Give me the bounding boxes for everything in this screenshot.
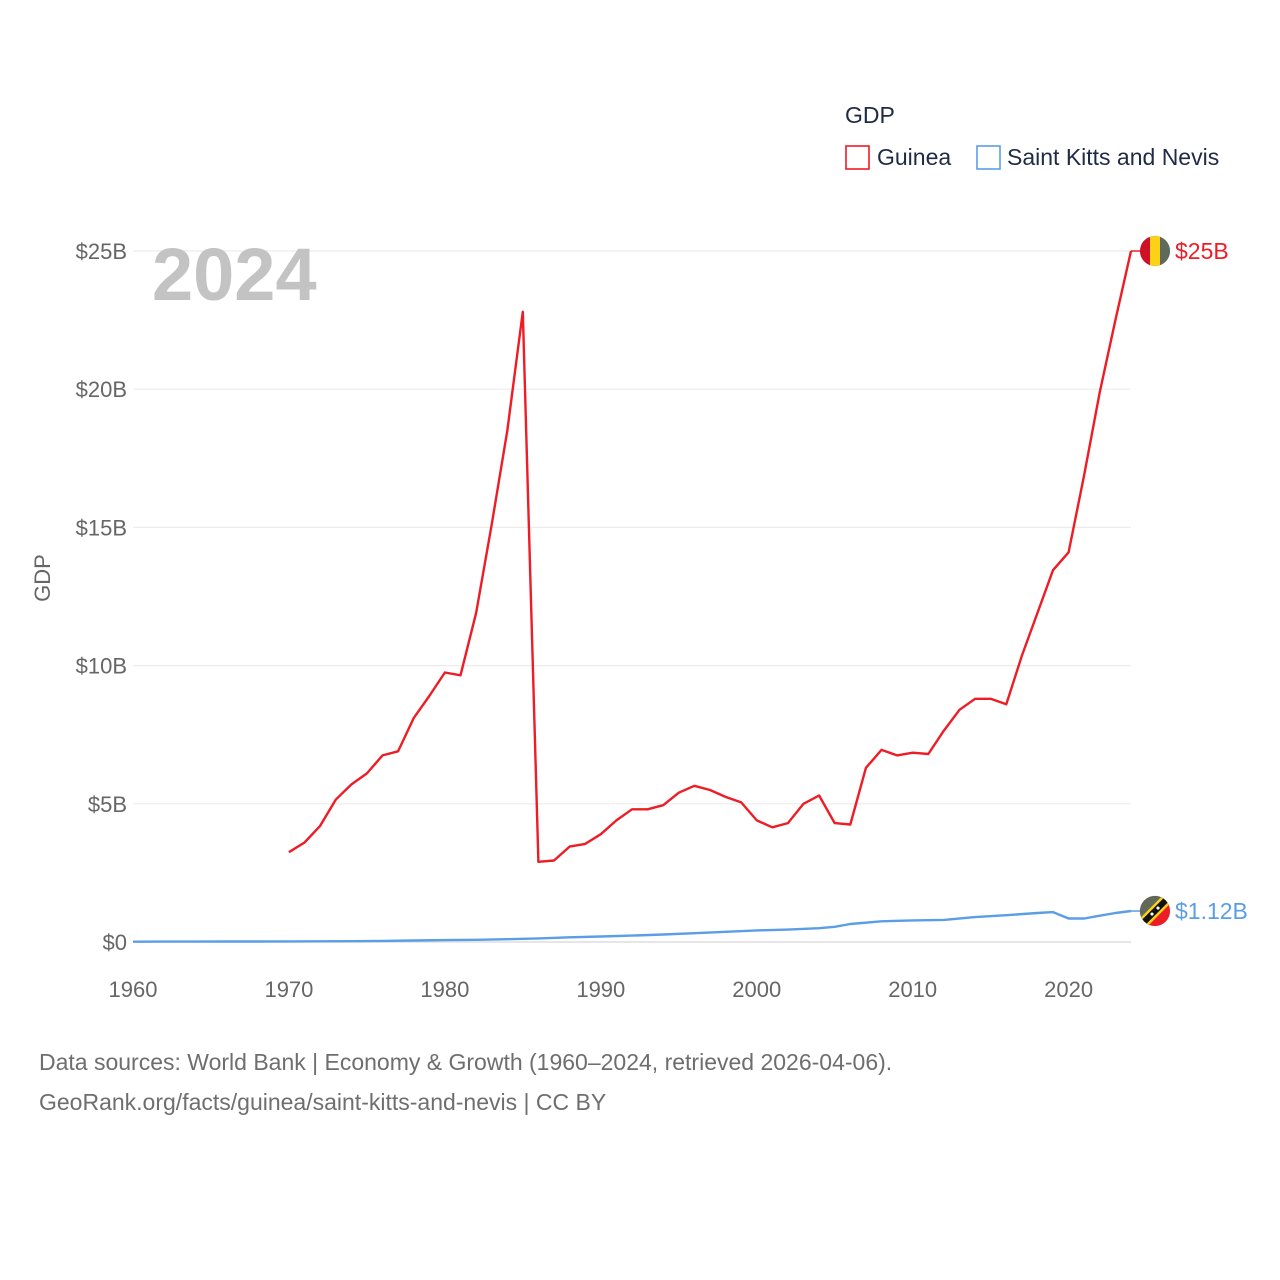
x-tick-label: 1990	[576, 977, 625, 1002]
legend-swatch-saint-kitts-and-nevis	[976, 145, 1001, 170]
x-tick-label: 1960	[109, 977, 158, 1002]
x-tick-label: 2020	[1044, 977, 1093, 1002]
current-year-label: 2024	[152, 233, 317, 316]
footer-sources: Data sources: World Bank | Economy & Gro…	[39, 1049, 893, 1075]
y-tick-label: $15B	[76, 515, 127, 540]
legend-label-guinea: Guinea	[877, 144, 951, 170]
x-tick-label: 1970	[264, 977, 313, 1002]
x-tick-label: 1980	[420, 977, 469, 1002]
x-tick-label: 2010	[888, 977, 937, 1002]
legend-label-saint-kitts-and-nevis: Saint Kitts and Nevis	[1007, 144, 1219, 170]
legend-item-guinea[interactable]: Guinea	[845, 144, 951, 170]
series-lines	[132, 250, 1133, 943]
series-line-saint-kitts-and-nevis	[132, 909, 1132, 943]
guinea-flag-icon	[1139, 235, 1171, 267]
legend-title: GDP	[845, 102, 895, 128]
series-line-guinea	[288, 250, 1133, 863]
footer: Data sources: World Bank | Economy & Gro…	[39, 1042, 1239, 1122]
saint-kitts-and-nevis-flag-icon	[1139, 895, 1171, 927]
y-tick-label: $5B	[88, 792, 127, 817]
footer-link[interactable]: GeoRank.org/facts/guinea/saint-kitts-and…	[39, 1089, 607, 1115]
y-tick-label: $10B	[76, 654, 127, 679]
y-axis-ticks: $0 $5B $10B $15B $20B $25B	[76, 239, 127, 955]
legend-swatch-guinea	[845, 145, 870, 170]
y-tick-label: $25B	[76, 239, 127, 264]
legend: GDP Guinea Saint Kitts and Nevis	[845, 102, 1219, 170]
end-value-label-guinea: $25B	[1175, 238, 1229, 264]
x-tick-label: 2000	[732, 977, 781, 1002]
end-value-label-saint-kitts-and-nevis: $1.12B	[1175, 898, 1248, 924]
gdp-line-chart: $0 $5B $10B $15B $20B $25B 1960 1970 1980 1990 20…	[30, 102, 1248, 1002]
y-tick-label: $20B	[76, 377, 127, 402]
gridlines	[133, 250, 1131, 943]
series-end-markers: $25B $1.12B	[1131, 235, 1248, 927]
x-axis-ticks: 1960 1970 1980 1990 2000 2010 2020	[109, 977, 1094, 1002]
y-axis-title: GDP	[30, 554, 55, 602]
y-tick-label: $0	[103, 930, 127, 955]
legend-item-saint-kitts-and-nevis[interactable]: Saint Kitts and Nevis	[976, 144, 1219, 170]
